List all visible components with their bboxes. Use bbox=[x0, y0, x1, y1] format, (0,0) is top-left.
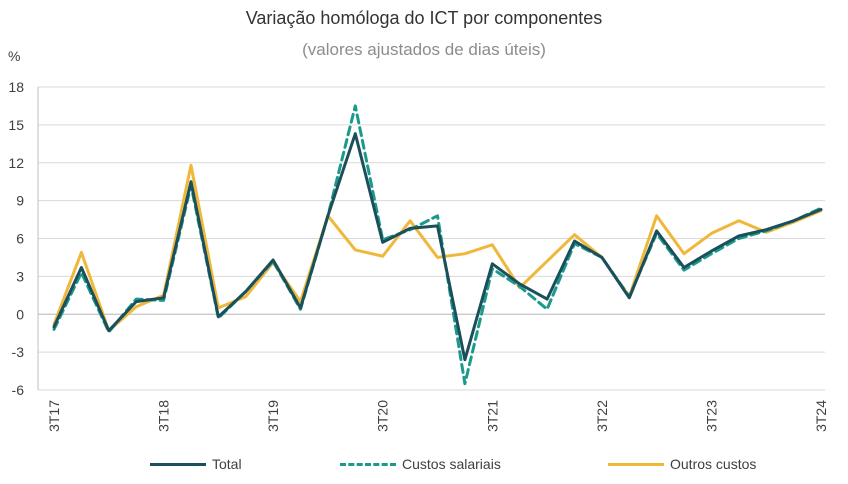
y-tick-label: 3 bbox=[16, 268, 24, 284]
y-tick-label: 18 bbox=[8, 79, 24, 95]
legend-item-outros-custos: Outros custos bbox=[608, 456, 756, 472]
y-tick-label: 15 bbox=[8, 117, 24, 133]
legend-label-outros-custos: Outros custos bbox=[670, 456, 757, 472]
y-axis-unit-label: % bbox=[8, 48, 21, 64]
legend-label-custos-salariais: Custos salariais bbox=[402, 456, 501, 472]
x-tick-label: 3T18 bbox=[156, 400, 172, 432]
chart-title: Variação homóloga do ICT por componentes bbox=[245, 8, 603, 28]
x-tick-label: 3T22 bbox=[594, 400, 610, 432]
y-tick-label: 9 bbox=[16, 193, 24, 209]
legend: Total Custos salariais Outros custos bbox=[0, 456, 848, 480]
line-chart: -6 -3 0 3 6 9 12 15 18 3T17 3T18 3T19 3T20 3T21 3T22 3T… bbox=[8, 79, 829, 432]
legend-swatch-total bbox=[150, 462, 206, 466]
legend-item-custos-salariais: Custos salariais bbox=[340, 456, 501, 472]
y-tick-label: -6 bbox=[12, 382, 25, 398]
legend-label-total: Total bbox=[212, 456, 242, 472]
legend-swatch-custos-salariais bbox=[340, 462, 396, 466]
y-tick-label: 12 bbox=[8, 155, 24, 171]
legend-item-total: Total bbox=[150, 456, 242, 472]
legend-swatch-outros-custos bbox=[608, 462, 664, 466]
y-tick-label: 6 bbox=[16, 231, 24, 247]
x-tick-label: 3T17 bbox=[46, 400, 62, 432]
x-tick-label: 3T21 bbox=[484, 400, 500, 432]
series-line-outros-custos bbox=[52, 163, 823, 333]
x-tick-label: 3T20 bbox=[375, 400, 391, 432]
x-tick-label: 3T23 bbox=[703, 400, 719, 432]
series-line-total bbox=[52, 132, 823, 362]
chart-subtitle: (valores ajustados de dias úteis) bbox=[302, 40, 546, 59]
x-tick-label: 3T24 bbox=[813, 400, 829, 432]
y-tick-label: -3 bbox=[12, 344, 25, 360]
series-line-custos-salariais bbox=[52, 104, 823, 386]
x-tick-label: 3T19 bbox=[265, 400, 281, 432]
y-tick-label: 0 bbox=[16, 306, 24, 322]
